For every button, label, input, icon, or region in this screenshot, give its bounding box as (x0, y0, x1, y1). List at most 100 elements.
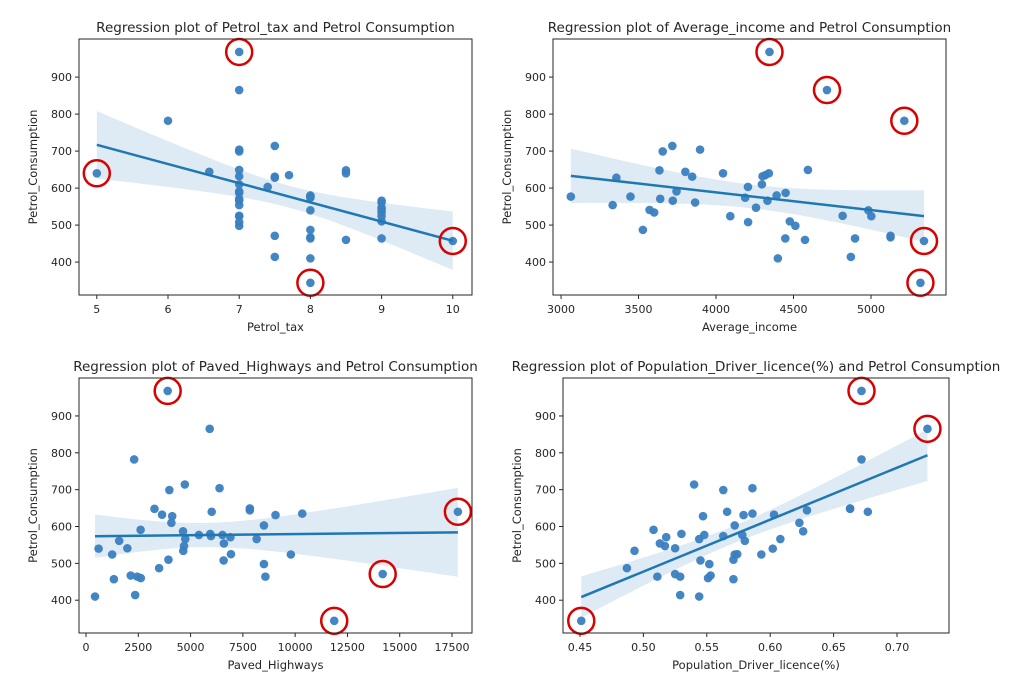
data-point (867, 211, 876, 221)
data-point (92, 168, 102, 178)
data-point (689, 480, 699, 489)
data-point (306, 225, 315, 235)
data-point (846, 252, 856, 262)
data-point (785, 217, 795, 226)
x-axis-label: Paved_Highways (227, 658, 323, 672)
data-point (687, 172, 697, 181)
chart-panel-2: 3000 3500 4000 4500 5000 400 500 600 700 800 900 Re… (500, 20, 951, 334)
data-point (626, 192, 635, 201)
data-point (306, 205, 315, 215)
data-point (795, 518, 804, 528)
data-point (576, 616, 586, 626)
data-point (566, 192, 576, 201)
data-point (129, 455, 139, 464)
y-tick-label: 500 (535, 557, 556, 570)
x-tick-label: 8 (307, 303, 314, 316)
data-point (270, 231, 280, 241)
y-tick-label: 700 (525, 145, 546, 158)
chart-panel-1: 5 6 7 8 9 10 400 500 600 700 800 900 Regression plot… (26, 20, 473, 334)
data-point (341, 166, 351, 175)
data-point (286, 550, 296, 559)
x-axis-label: Petrol_tax (247, 320, 304, 334)
x-tick-label: 5 (93, 303, 100, 316)
y-tick-label: 400 (535, 594, 556, 607)
chart-panel-3: 0 2500 5000 7500 10000 12500 15000 17500 400 500 6… (26, 359, 478, 672)
x-tick-label: 10000 (278, 641, 313, 654)
data-point (757, 550, 766, 559)
y-tick-label: 800 (535, 447, 556, 460)
data-point (306, 234, 315, 243)
chart-title: Regression plot of Petrol_tax and Petrol… (96, 20, 455, 36)
x-tick-label: 0.55 (695, 641, 720, 654)
data-point (705, 559, 714, 569)
data-point (150, 504, 159, 514)
data-point (136, 573, 146, 583)
data-point (649, 208, 659, 217)
data-point (167, 511, 177, 521)
data-point (681, 167, 690, 177)
data-point (163, 116, 173, 126)
y-tick-label: 800 (525, 108, 546, 121)
data-point (377, 234, 386, 243)
x-tick-label: 2500 (124, 641, 152, 654)
data-point (219, 539, 229, 548)
data-point (773, 254, 783, 263)
outlier-highlight-circle (812, 75, 842, 105)
data-point (234, 165, 244, 175)
data-point (219, 556, 228, 565)
confidence-band (581, 429, 928, 618)
data-point (655, 166, 664, 175)
data-point (690, 198, 700, 207)
data-point (670, 569, 680, 579)
confidence-band (95, 487, 458, 577)
data-point (226, 549, 236, 559)
data-point (252, 534, 261, 544)
x-tick-label: 5000 (177, 641, 205, 654)
data-point (758, 171, 767, 181)
x-tick-label: 0.45 (568, 641, 593, 654)
data-point (284, 170, 294, 180)
x-tick-label: 7 (236, 303, 243, 316)
y-tick-label: 600 (525, 182, 546, 195)
data-point (748, 509, 757, 518)
data-point (751, 203, 761, 212)
y-tick-label: 700 (51, 484, 72, 497)
data-point (638, 225, 648, 235)
data-point (245, 505, 255, 515)
data-point (234, 85, 244, 95)
x-axis-label: Population_Driver_licence(%) (672, 658, 840, 672)
data-point (653, 572, 662, 581)
y-tick-label: 600 (51, 182, 72, 195)
data-point (668, 196, 678, 205)
y-tick-label: 400 (525, 256, 546, 269)
data-point (800, 235, 810, 245)
outlier-highlight-circle (567, 606, 596, 636)
data-point (900, 116, 909, 126)
data-point (919, 236, 929, 246)
x-axis-label: Average_income (702, 320, 797, 334)
data-point (729, 555, 738, 564)
x-tick-label: 0.60 (758, 641, 783, 654)
chart-title: Regression plot of Population_Driver_lic… (512, 359, 1001, 375)
data-point (655, 539, 665, 548)
data-point (916, 278, 925, 288)
data-point (163, 386, 172, 396)
data-point (378, 569, 387, 579)
y-tick-label: 700 (535, 484, 556, 497)
data-point (377, 208, 386, 217)
data-point (802, 505, 812, 515)
y-axis-label: Petrol_Consumption (510, 448, 524, 563)
data-point (730, 521, 739, 530)
data-point (863, 507, 873, 517)
data-point (772, 191, 781, 200)
y-tick-label: 500 (525, 219, 546, 232)
axes-frame (78, 38, 473, 296)
data-point (234, 217, 244, 227)
data-point (157, 510, 167, 520)
y-tick-label: 500 (51, 219, 72, 232)
data-point (306, 192, 315, 201)
x-tick-label: 0.70 (885, 641, 910, 654)
x-tick-label: 6 (164, 303, 171, 316)
data-point (377, 196, 386, 205)
